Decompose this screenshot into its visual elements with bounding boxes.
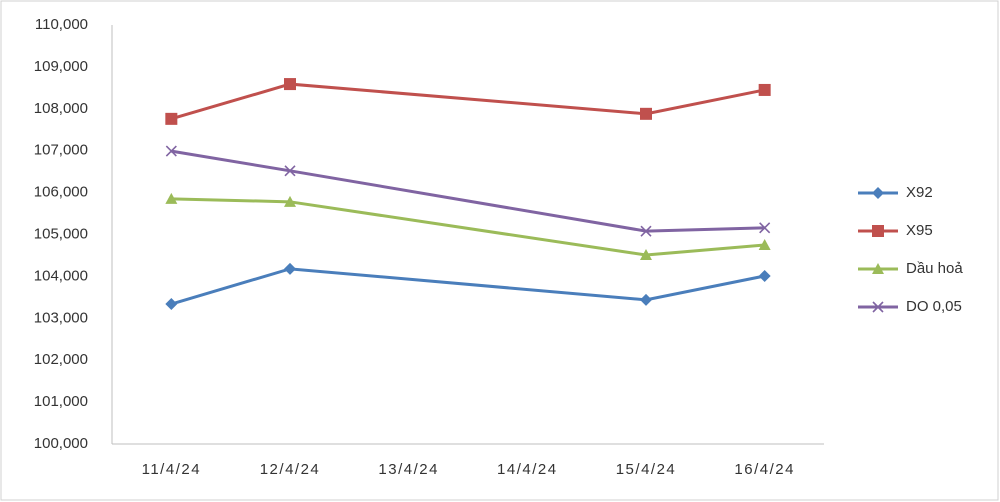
legend-label: DO 0,05	[906, 298, 962, 315]
legend-label: X92	[906, 184, 933, 201]
marker	[165, 192, 178, 204]
marker	[165, 112, 178, 125]
series-line	[170, 267, 765, 306]
y-tick-label: 101,000	[34, 393, 88, 410]
marker	[284, 78, 296, 91]
x-tick-label: 12/4/24	[260, 461, 321, 478]
x-tick-label: 11/4/24	[142, 461, 201, 478]
y-tick-label: 107,000	[34, 142, 88, 159]
marker	[758, 83, 771, 96]
y-tick-label: 109,000	[34, 58, 88, 75]
y-tick-label: 110,000	[35, 16, 88, 33]
marker	[284, 195, 296, 207]
marker	[640, 249, 652, 261]
marker	[284, 262, 296, 275]
marker	[284, 165, 296, 177]
x-tick-label: 14/4/24	[497, 461, 558, 478]
marker	[872, 187, 884, 199]
y-tick-label: 108,000	[34, 100, 88, 117]
marker	[165, 145, 177, 157]
x-tick-label: 13/4/24	[378, 461, 439, 478]
y-tick-label: 105,000	[34, 225, 88, 242]
marker	[758, 269, 771, 282]
marker	[640, 293, 652, 306]
marker	[872, 263, 884, 274]
marker	[759, 222, 771, 234]
legend-label: Dầu hoả	[906, 260, 963, 277]
y-tick-label: 106,000	[34, 184, 88, 201]
x-tick-label: 15/4/24	[616, 461, 677, 478]
marker	[165, 298, 178, 311]
marker	[872, 301, 884, 313]
series-line	[171, 197, 765, 257]
y-tick-label: 103,000	[34, 309, 88, 326]
series-line	[171, 149, 765, 233]
y-tick-label: 100,000	[34, 435, 88, 452]
x-tick-label: 16/4/24	[734, 461, 795, 478]
marker	[640, 107, 652, 120]
marker	[758, 238, 771, 250]
y-tick-label: 104,000	[34, 267, 88, 284]
legend-label: X95	[906, 222, 933, 239]
marker	[640, 225, 652, 237]
series-line	[170, 82, 765, 121]
marker	[872, 225, 884, 237]
y-tick-label: 102,000	[34, 351, 88, 368]
